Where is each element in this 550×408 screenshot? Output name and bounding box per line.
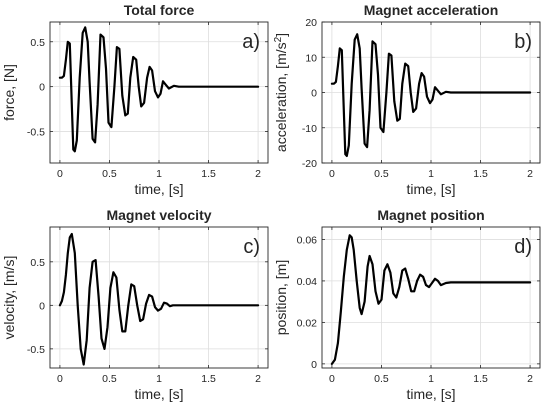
y-tick-label: 0 [39, 82, 45, 94]
y-tick-label: 0.5 [30, 37, 45, 49]
y-tick-label: 0 [39, 300, 45, 312]
x-axis-label: time, [s] [134, 181, 183, 197]
x-tick-label: 1 [156, 168, 162, 180]
series-line [330, 234, 532, 365]
x-axis-label: time, [s] [406, 386, 455, 402]
x-tick-label: 1.5 [473, 168, 488, 180]
y-tick-label: 0 [311, 359, 317, 371]
x-tick-label: 0 [57, 168, 63, 180]
x-tick-label: 1.5 [201, 168, 216, 180]
y-axis-label: position, [m] [273, 260, 289, 335]
y-axis-label: velocity, [m/s] [1, 256, 17, 340]
x-tick-label: 1.5 [473, 373, 488, 385]
y-tick-label: 20 [305, 17, 317, 29]
x-tick-label: 0.5 [374, 168, 389, 180]
chart-title: Total force [124, 2, 195, 18]
x-tick-label: 1 [428, 168, 434, 180]
x-tick-label: 0.5 [102, 168, 117, 180]
chart-panel-3: 0 0.5 1 1.5 2 -0.5 0 0.5 Magnet velocity c) time, … [1, 207, 269, 402]
y-tick-label: 0.04 [297, 276, 318, 288]
panel-letter: a) [242, 31, 260, 53]
x-tick-label: 0.5 [374, 373, 389, 385]
y-tick-label: 0.06 [297, 234, 318, 246]
chart-panel-1: 0 0.5 1 1.5 2 -0.5 0 0.5 Total force a) time, [s] f… [1, 2, 269, 197]
x-axis-label: time, [s] [406, 181, 455, 197]
y-axis-label: acceleration, [m/s2] [273, 33, 290, 152]
x-axis-label: time, [s] [134, 386, 183, 402]
y-tick-label: -0.5 [27, 127, 45, 139]
series-line [330, 33, 532, 157]
x-tick-label: 0 [329, 168, 335, 180]
x-tick-label: 0 [329, 373, 335, 385]
y-axis-label: force, [N] [1, 64, 17, 121]
x-tick-label: 1.5 [201, 373, 216, 385]
chart-panel-2: 0 0.5 1 1.5 2 -20 -10 0 10 20 Magnet acceleration b… [273, 2, 541, 197]
y-tick-label: -0.5 [27, 344, 45, 356]
panel-letter: c) [243, 236, 260, 258]
x-tick-label: 0.5 [102, 373, 117, 385]
y-tick-label: 0 [311, 88, 317, 100]
x-tick-label: 2 [527, 168, 533, 180]
x-tick-label: 2 [255, 168, 261, 180]
x-tick-label: 1 [428, 373, 434, 385]
y-tick-label: -10 [302, 123, 317, 135]
x-tick-label: 2 [255, 373, 261, 385]
chart-title: Magnet acceleration [364, 2, 499, 18]
y-tick-label: -20 [302, 158, 317, 170]
x-tick-label: 2 [527, 373, 533, 385]
panel-letter: b) [514, 31, 532, 53]
series-line [58, 26, 260, 153]
series-line [58, 232, 260, 366]
y-tick-label: 10 [305, 52, 317, 64]
x-tick-label: 1 [156, 373, 162, 385]
panel-letter: d) [514, 236, 532, 258]
chart-title: Magnet position [377, 207, 484, 223]
y-tick-label: 0.5 [30, 257, 45, 269]
y-tick-label: 0.02 [297, 317, 318, 329]
chart-panel-4: 0 0.5 1 1.5 2 0 0.02 0.04 0.06 Magnet position d) t… [273, 207, 541, 402]
chart-title: Magnet velocity [106, 207, 211, 223]
x-tick-label: 0 [57, 373, 63, 385]
